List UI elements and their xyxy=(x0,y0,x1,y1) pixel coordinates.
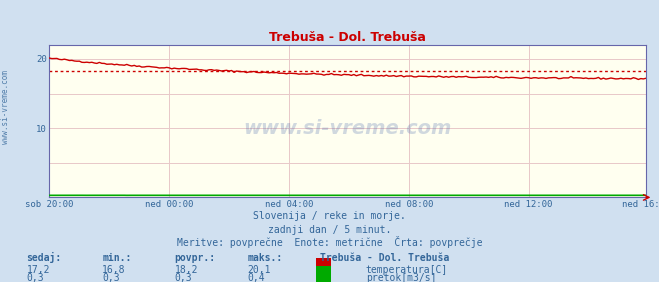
Text: 20,1: 20,1 xyxy=(247,265,271,275)
Text: Slovenija / reke in morje.: Slovenija / reke in morje. xyxy=(253,211,406,221)
Text: 16,8: 16,8 xyxy=(102,265,126,275)
Text: 18,2: 18,2 xyxy=(175,265,198,275)
Text: Trebuša - Dol. Trebuša: Trebuša - Dol. Trebuša xyxy=(320,253,449,263)
Text: min.:: min.: xyxy=(102,253,132,263)
Text: temperatura[C]: temperatura[C] xyxy=(366,265,448,275)
Text: zadnji dan / 5 minut.: zadnji dan / 5 minut. xyxy=(268,225,391,235)
Text: sedaj:: sedaj: xyxy=(26,252,61,263)
Text: pretok[m3/s]: pretok[m3/s] xyxy=(366,273,436,282)
Text: maks.:: maks.: xyxy=(247,253,282,263)
Text: Meritve: povprečne  Enote: metrične  Črta: povprečje: Meritve: povprečne Enote: metrične Črta:… xyxy=(177,236,482,248)
Text: 0,4: 0,4 xyxy=(247,273,265,282)
Text: 17,2: 17,2 xyxy=(26,265,50,275)
Text: www.si-vreme.com: www.si-vreme.com xyxy=(1,70,10,144)
Text: povpr.:: povpr.: xyxy=(175,253,215,263)
Text: 0,3: 0,3 xyxy=(26,273,44,282)
Text: 0,3: 0,3 xyxy=(175,273,192,282)
Text: 0,3: 0,3 xyxy=(102,273,120,282)
Title: Trebuša - Dol. Trebuša: Trebuša - Dol. Trebuša xyxy=(269,31,426,44)
Text: www.si-vreme.com: www.si-vreme.com xyxy=(243,119,452,138)
